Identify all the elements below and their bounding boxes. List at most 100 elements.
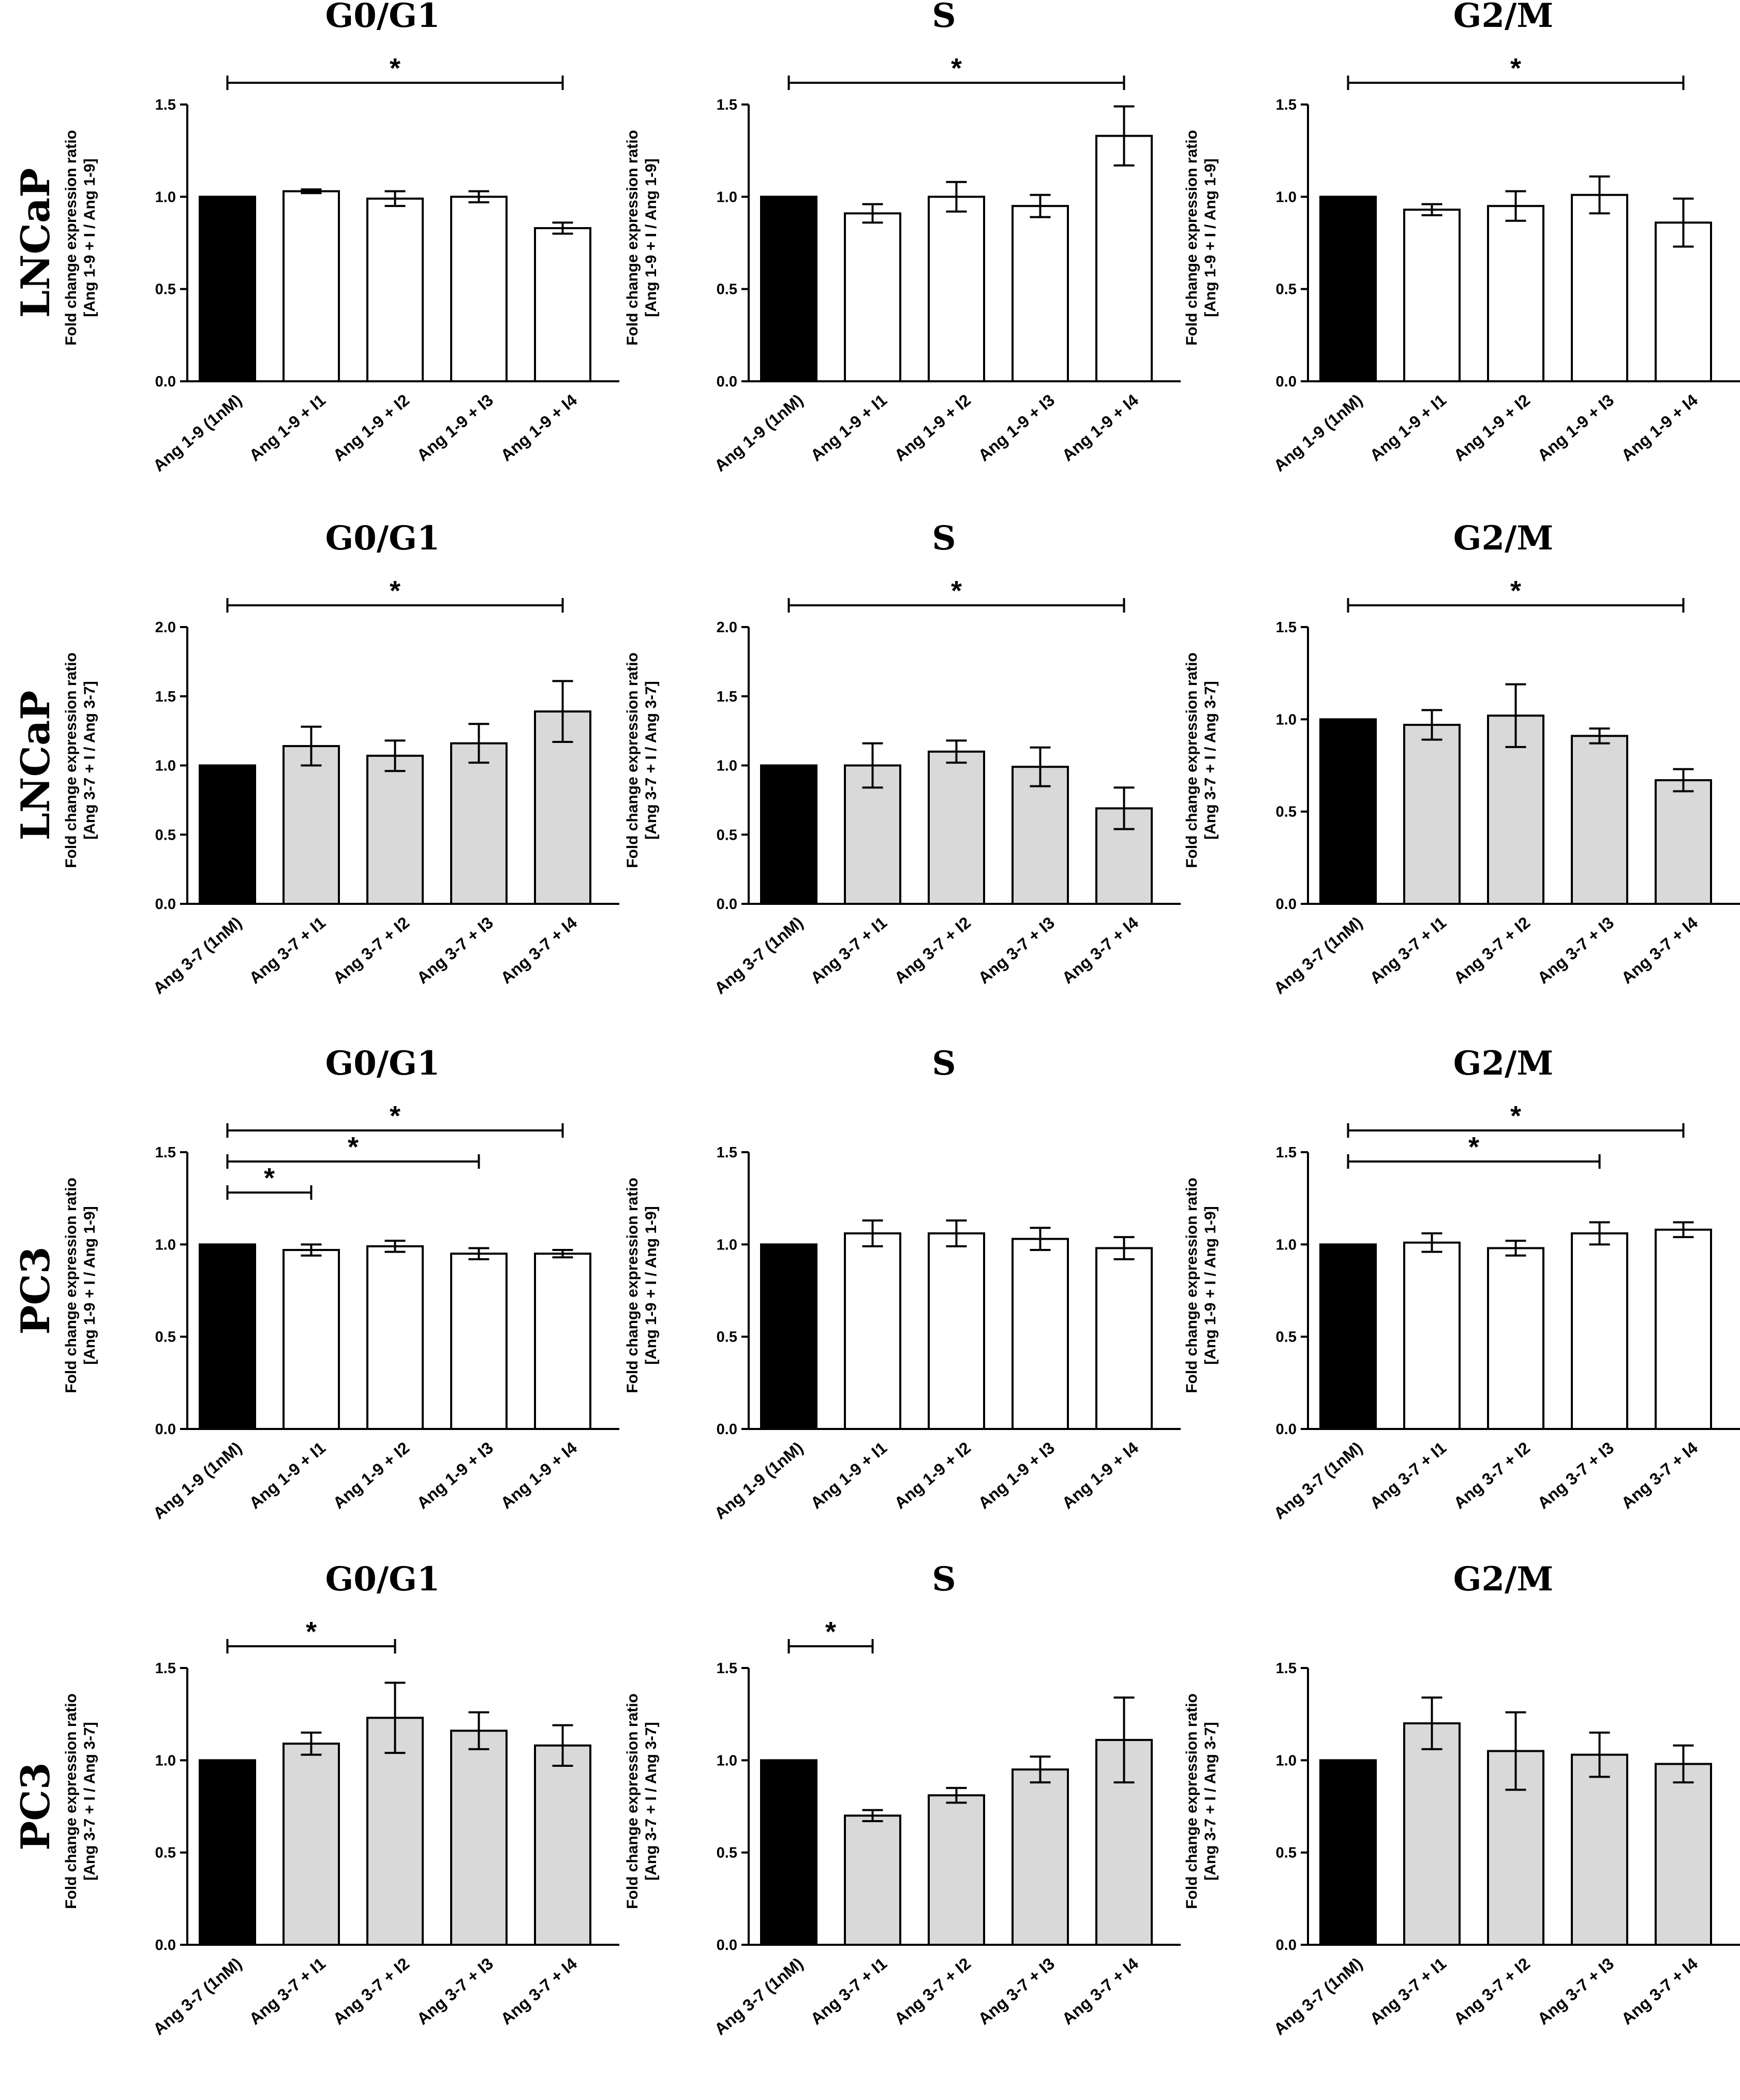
bar [1319,718,1377,905]
bar [534,1744,591,1946]
y-axis-label: [Ang 1-9 + I / Ang 1-9] [643,158,660,317]
x-category-label: Ang 3-7 + I4 [1059,913,1142,988]
bar [282,745,340,905]
x-category-label: Ang 3-7 + I3 [975,1954,1058,2029]
bar [928,750,985,905]
x-category-label: Ang 1-9 + I1 [807,1438,890,1513]
y-axis-label: [Ang 1-9 + I / Ang 1-9] [1202,158,1219,317]
y-tick-label: 1.0 [1276,711,1297,728]
significance-star: * [1510,575,1521,606]
y-axis-label: [Ang 3-7 + I / Ang 3-7] [1202,681,1219,839]
y-tick-label: 0.0 [1276,896,1297,913]
y-tick-label: 1.5 [1276,619,1297,636]
x-category-label: Ang 3-7 + I4 [497,1954,581,2029]
bar [928,1794,985,1946]
x-category-label: Ang 3-7 + I1 [1366,913,1450,988]
significance-star: * [1510,53,1521,84]
bar [1319,196,1377,382]
y-tick-label: 1.5 [155,1144,176,1161]
x-category-label: Ang 3-7 + I1 [246,913,329,988]
x-category-label: Ang 3-7 + I3 [1534,1954,1617,2029]
bar [366,754,424,905]
y-axis-label: Fold change expression ratio [624,652,641,868]
y-axis-label: Fold change expression ratio [1183,1178,1200,1393]
bar [282,1249,340,1431]
y-tick-label: 0.0 [155,896,176,913]
y-tick-label: 0.0 [1276,1421,1297,1438]
y-tick-label: 0.0 [155,374,176,390]
x-category-label: Ang 1-9 + I2 [891,391,974,465]
bar [1095,1247,1153,1430]
x-category-label: Ang 3-7 (1nM) [1270,1438,1366,1523]
bar [844,212,901,382]
x-category-label: Ang 3-7 + I1 [1366,1438,1450,1513]
x-category-label: Ang 3-7 + I2 [1450,1438,1534,1513]
y-axis-label: Fold change expression ratio [1183,1693,1200,1909]
bar [282,1742,340,1946]
bar [450,1730,508,1946]
y-tick-label: 1.5 [155,97,176,113]
bar [199,196,256,382]
y-axis-label: Fold change expression ratio [624,130,641,346]
x-category-label: Ang 3-7 + I4 [1618,913,1702,988]
significance-star: * [264,1163,275,1194]
bar [1571,1753,1628,1946]
significance-star: * [306,1616,317,1647]
x-category-label: Ang 1-9 (1nM) [1270,391,1366,475]
y-tick-label: 1.5 [155,1660,176,1677]
x-category-label: Ang 3-7 + I1 [1366,1954,1450,2029]
y-tick-label: 0.5 [1276,1329,1297,1346]
x-category-label: Ang 1-9 (1nM) [150,1438,245,1523]
panel-title: G0/G1 [325,0,440,35]
y-tick-label: 2.0 [717,619,737,636]
bar [199,1243,256,1430]
panel-title: G2/M [1453,0,1553,35]
y-axis-label: [Ang 3-7 + I / Ang 3-7] [643,681,660,839]
bar [1487,205,1544,382]
y-axis-label: Fold change expression ratio [1183,652,1200,868]
y-tick-label: 1.0 [717,189,737,205]
x-category-label: Ang 3-7 + I1 [246,1954,329,2029]
bar [928,1232,985,1431]
bar [1012,1768,1069,1946]
x-category-label: Ang 1-9 + I3 [413,1438,497,1513]
chart-panel: G0/G1 Fold change expression ratio [Ang 1-… [63,0,619,475]
bar [1095,135,1153,382]
bar [450,1253,508,1431]
y-axis-label: [Ang 1-9 + I / Ang 1-9] [81,158,98,317]
y-tick-label: 0.0 [717,896,737,913]
y-tick-label: 1.0 [155,189,176,205]
bar [534,227,591,382]
x-category-label: Ang 1-9 + I3 [1534,391,1617,465]
bar [760,1243,817,1430]
row-label: LNCaP [12,691,58,841]
bar [1571,1232,1628,1431]
y-tick-label: 0.5 [717,1329,737,1346]
x-category-label: Ang 1-9 + I4 [1059,391,1142,465]
chart-panel: S Fold change expression ratio [Ang 1-9 + … [624,0,1181,475]
y-tick-label: 1.5 [155,689,176,705]
bar [1655,221,1712,382]
significance-star: * [348,1131,359,1163]
chart-panel: G0/G1 Fold change expression ratio [Ang 1-… [63,1044,619,1523]
y-tick-label: 0.0 [155,1937,176,1954]
y-axis-label: [Ang 1-9 + I / Ang 1-9] [1202,1206,1219,1364]
x-category-label: Ang 1-9 + I4 [1059,1438,1142,1513]
bar [534,1253,591,1431]
y-tick-label: 0.0 [1276,1937,1297,1954]
bar [1319,1759,1377,1946]
panel-title: G0/G1 [325,519,440,558]
chart-panel: S Fold change expression ratio [Ang 3-7 + … [624,519,1181,997]
panel-title: G0/G1 [325,1560,440,1599]
y-tick-label: 0.5 [155,281,176,298]
x-category-label: Ang 3-7 + I2 [1450,1954,1534,2029]
x-category-label: Ang 1-9 (1nM) [711,391,807,475]
x-category-label: Ang 3-7 + I2 [891,913,974,988]
x-category-label: Ang 1-9 (1nM) [150,391,245,475]
y-tick-label: 0.5 [1276,281,1297,298]
bar [366,1245,424,1430]
bar [1403,208,1461,382]
bar [534,710,591,905]
y-tick-label: 1.5 [1276,1660,1297,1677]
bar [1571,193,1628,382]
